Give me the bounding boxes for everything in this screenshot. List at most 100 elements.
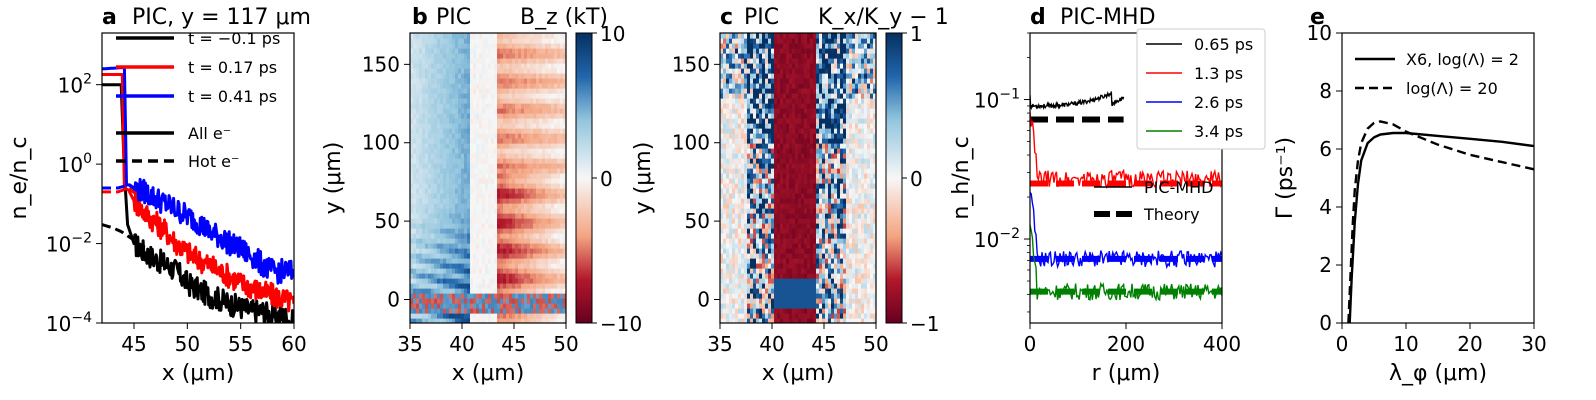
panel-d-legend-label-3: 3.4 ps [1194, 122, 1243, 141]
x-tick-label-0: 0 [1024, 332, 1037, 356]
panel-c-xlabel: x (μm) [762, 361, 835, 386]
panel-a-series-2 [102, 66, 294, 285]
heatmap-frame-b [409, 32, 567, 324]
colorbar-tick-label-2: −1 [910, 312, 939, 336]
panel-a-legend-label-0: t = −0.1 ps [188, 29, 280, 48]
panel-e-xlabel: λ_φ (μm) [1389, 361, 1487, 386]
x-tick-label-2: 400 [1203, 332, 1241, 356]
panel-b-field-label: B_z (kT) [520, 5, 608, 30]
x-tick-label-2: 20 [1457, 332, 1482, 356]
panel-d-plot: 0 200 400 10−1 10−2 [974, 32, 1241, 356]
y-tick-label-1: 10−2 [974, 226, 1020, 252]
panel-d-ylabel: n_h/n_c [949, 136, 974, 219]
colorbar-tick-label-0: 1 [910, 22, 923, 46]
panel-c-field-label: K_x/K_y − 1 [818, 5, 949, 30]
panel-a-legend-label-2: t = 0.41 ps [188, 87, 277, 106]
y-tick-label-3: 6 [1319, 137, 1332, 161]
panel-b-xlabel: x (μm) [452, 361, 525, 386]
panel-c-title: PIC [744, 5, 779, 30]
panel-e: e 0 10 20 30 0 2 4 6 8 10 X6, log(Λ) = 2 log(Λ) = … [1273, 5, 1547, 386]
panel-d: d PIC-MHD 0 200 400 10−1 10−2 0.65 ps 1.3 ps 2… [949, 5, 1266, 386]
heatmap-frame-c [719, 32, 877, 324]
x-tick-label-1: 50 [175, 332, 200, 356]
panel-a-series-5 [102, 183, 141, 194]
x-tick-label-1: 10 [1393, 332, 1418, 356]
panel-c-letter: c [720, 5, 733, 30]
y-tick-label-0: 0 [1319, 311, 1332, 335]
panel-a-ylabel: n_e/n_c [7, 137, 32, 220]
panel-d-legend-label-0: 0.65 ps [1194, 35, 1253, 54]
panel-c: c PIC K_x/K_y − 1 35 40 45 5005010015010−1 … [631, 5, 949, 386]
panel-a-series-0 [102, 83, 294, 323]
panel-b-ylabel: y (μm) [321, 142, 346, 215]
y-tick-label-2: 10−2 [46, 231, 92, 257]
panel-d-legend2-label-0: PIC-MHD [1144, 178, 1213, 197]
panel-d-legend: 0.65 ps 1.3 ps 2.6 ps 3.4 ps PIC-MHD Theory [1094, 28, 1266, 224]
panel-a-series-4 [102, 186, 141, 198]
panel-a-legend-label-4: Hot e⁻ [188, 152, 239, 171]
x-tick-label-3: 50 [553, 332, 578, 356]
panel-e-frame [1341, 32, 1535, 324]
panel-b-letter: b [412, 5, 428, 30]
x-tick-label-3: 50 [863, 332, 888, 356]
y-tick-label-2: 100 [362, 131, 400, 155]
y-tick-label-3: 150 [672, 52, 710, 76]
panel-e-legend-label-0: X6, log(Λ) = 2 [1406, 50, 1519, 69]
panel-d-series-0 [1030, 90, 1125, 111]
x-tick-label-2: 45 [811, 332, 836, 356]
y-tick-label-5: 10 [1307, 21, 1332, 45]
panel-a-legend: t = −0.1 ps t = 0.17 ps t = 0.41 ps All e⁻ H… [116, 29, 280, 171]
panel-c-heatmap: 35 40 45 50 0 50 100 150 1 0 −1 [672, 22, 940, 356]
y-tick-label-1: 50 [375, 209, 400, 233]
y-tick-label-2: 4 [1319, 195, 1332, 219]
panel-a-legend-label-3: All e⁻ [188, 124, 231, 143]
y-tick-label-1: 2 [1319, 253, 1332, 277]
panel-a-xlabel: x (μm) [162, 361, 235, 386]
y-tick-label-0: 0 [387, 287, 400, 311]
panel-e-series-0 [1348, 131, 1535, 324]
colorbar-tick-label-1: 0 [910, 167, 923, 191]
x-tick-label-2: 45 [501, 332, 526, 356]
panel-a-frame [101, 32, 295, 324]
panel-c-ylabel: y (μm) [631, 142, 656, 215]
y-tick-label-0: 0 [697, 287, 710, 311]
panel-e-letter: e [1310, 5, 1325, 30]
panel-a-legend-label-1: t = 0.17 ps [188, 58, 277, 77]
y-tick-label-1: 100 [58, 151, 92, 177]
colorbar-tick-label-1: 0 [600, 167, 613, 191]
panel-a-plot: 45 50 55 60 102 100 10−2 10−4 [46, 32, 307, 356]
panel-e-legend: X6, log(Λ) = 2 log(Λ) = 20 [1355, 50, 1519, 98]
panel-e-series-1 [1347, 120, 1535, 324]
y-tick-label-3: 150 [362, 52, 400, 76]
colorbar-c [885, 32, 903, 324]
panel-d-series-3 [1030, 224, 1222, 302]
x-tick-label-1: 40 [449, 332, 474, 356]
panel-a-series-1 [102, 73, 294, 313]
y-tick-label-0: 102 [58, 72, 92, 98]
x-tick-label-0: 45 [121, 332, 146, 356]
panel-d-xlabel: r (μm) [1092, 361, 1161, 386]
panel-d-series-2 [1030, 191, 1222, 270]
colorbar-tick-label-2: −10 [600, 312, 642, 336]
panel-e-ylabel: Γ (ps⁻¹) [1273, 137, 1298, 219]
y-tick-label-0: 10−1 [974, 87, 1020, 113]
y-tick-label-3: 10−4 [46, 310, 92, 336]
colorbar-b [575, 32, 593, 324]
panel-d-title: PIC-MHD [1060, 5, 1156, 30]
panel-e-plot: 0 10 20 30 0 2 4 6 8 10 [1307, 21, 1547, 356]
panel-d-legend-box [1136, 28, 1266, 150]
panel-a-series-group [102, 66, 294, 323]
x-tick-label-1: 40 [759, 332, 784, 356]
heatmap-cells-c [720, 33, 876, 323]
x-tick-label-0: 35 [397, 332, 422, 356]
panel-d-letter: d [1030, 5, 1046, 30]
panel-a: a PIC, y = 117 μm 45 50 55 60 102 100 10−2 10−4… [7, 5, 311, 386]
panel-a-title: PIC, y = 117 μm [132, 5, 311, 30]
heatmap-cells-b [410, 33, 566, 323]
y-tick-label-4: 8 [1319, 79, 1332, 103]
panel-b-title: PIC [436, 5, 471, 30]
y-tick-label-1: 50 [685, 209, 710, 233]
